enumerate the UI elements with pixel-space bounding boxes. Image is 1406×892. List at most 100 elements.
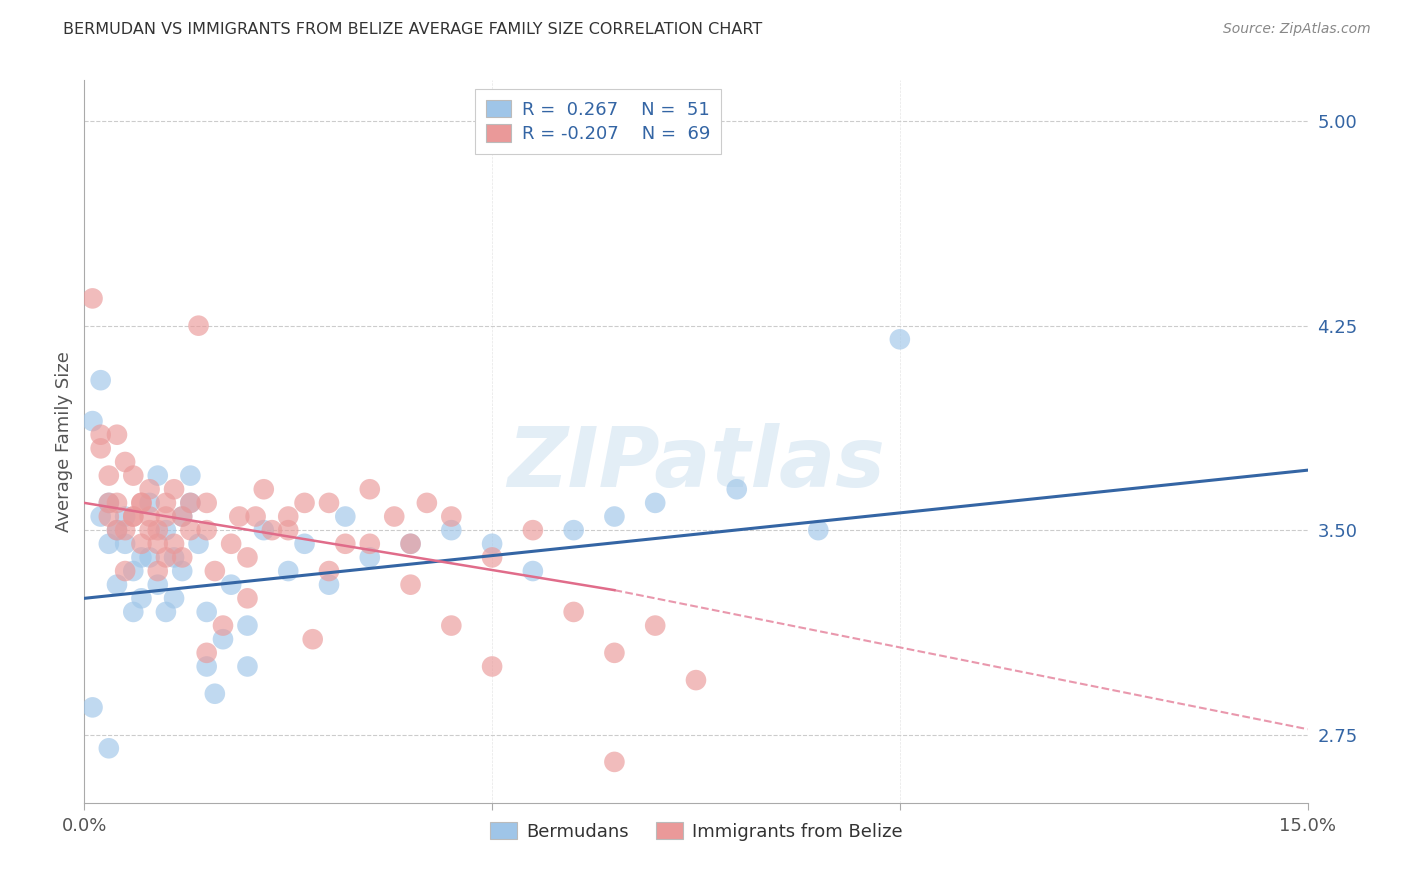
Point <box>212 632 235 647</box>
Point <box>335 537 357 551</box>
Point <box>204 687 226 701</box>
Point <box>195 646 218 660</box>
Text: Source: ZipAtlas.com: Source: ZipAtlas.com <box>1223 22 1371 37</box>
Point <box>603 646 626 660</box>
Point <box>603 509 626 524</box>
Point <box>562 605 585 619</box>
Point <box>481 659 503 673</box>
Point <box>359 482 381 496</box>
Point <box>603 755 626 769</box>
Point <box>114 537 136 551</box>
Point <box>440 618 463 632</box>
Point <box>90 509 112 524</box>
Point <box>301 632 323 647</box>
Point <box>382 509 405 524</box>
Point <box>146 537 169 551</box>
Point <box>97 468 120 483</box>
Point <box>195 659 218 673</box>
Point <box>90 427 112 442</box>
Point <box>179 523 201 537</box>
Point <box>163 550 186 565</box>
Point <box>155 509 177 524</box>
Point <box>179 496 201 510</box>
Point <box>807 523 830 537</box>
Point <box>644 618 666 632</box>
Point <box>114 564 136 578</box>
Point <box>105 427 128 442</box>
Point <box>253 482 276 496</box>
Point <box>105 523 128 537</box>
Point <box>114 523 136 537</box>
Point <box>212 618 235 632</box>
Point <box>236 618 259 632</box>
Point <box>105 496 128 510</box>
Point <box>359 550 381 565</box>
Point <box>204 564 226 578</box>
Point <box>131 496 153 510</box>
Y-axis label: Average Family Size: Average Family Size <box>55 351 73 532</box>
Point <box>195 523 218 537</box>
Text: ZIPatlas: ZIPatlas <box>508 423 884 504</box>
Point <box>236 591 259 606</box>
Point <box>155 605 177 619</box>
Point <box>481 537 503 551</box>
Point <box>82 292 104 306</box>
Point <box>440 523 463 537</box>
Point <box>562 523 585 537</box>
Point <box>131 550 153 565</box>
Point <box>163 591 186 606</box>
Point <box>219 577 242 591</box>
Point <box>399 537 422 551</box>
Point <box>260 523 283 537</box>
Point <box>187 537 209 551</box>
Point <box>522 564 544 578</box>
Point <box>97 741 120 756</box>
Point <box>172 509 194 524</box>
Point <box>318 564 340 578</box>
Point <box>90 442 112 456</box>
Point <box>155 550 177 565</box>
Point <box>146 468 169 483</box>
Point <box>481 550 503 565</box>
Point <box>114 509 136 524</box>
Point <box>195 605 218 619</box>
Point <box>82 414 104 428</box>
Point <box>685 673 707 687</box>
Point <box>277 523 299 537</box>
Point <box>138 482 160 496</box>
Point <box>131 591 153 606</box>
Point <box>172 550 194 565</box>
Point <box>294 537 316 551</box>
Point <box>163 482 186 496</box>
Text: BERMUDAN VS IMMIGRANTS FROM BELIZE AVERAGE FAMILY SIZE CORRELATION CHART: BERMUDAN VS IMMIGRANTS FROM BELIZE AVERA… <box>63 22 762 37</box>
Point <box>131 496 153 510</box>
Point <box>236 550 259 565</box>
Point <box>155 496 177 510</box>
Point <box>146 577 169 591</box>
Point <box>172 564 194 578</box>
Point <box>97 509 120 524</box>
Point <box>138 550 160 565</box>
Point <box>245 509 267 524</box>
Point <box>399 537 422 551</box>
Point <box>195 496 218 510</box>
Point <box>97 496 120 510</box>
Point <box>82 700 104 714</box>
Point <box>179 496 201 510</box>
Point <box>228 509 250 524</box>
Point <box>155 523 177 537</box>
Point <box>131 537 153 551</box>
Point <box>359 537 381 551</box>
Point <box>277 509 299 524</box>
Point <box>416 496 439 510</box>
Point <box>114 455 136 469</box>
Legend: Bermudans, Immigrants from Belize: Bermudans, Immigrants from Belize <box>482 814 910 848</box>
Point <box>277 564 299 578</box>
Point <box>97 496 120 510</box>
Point <box>187 318 209 333</box>
Point <box>138 523 160 537</box>
Point <box>318 496 340 510</box>
Point <box>172 509 194 524</box>
Point <box>179 468 201 483</box>
Point <box>122 509 145 524</box>
